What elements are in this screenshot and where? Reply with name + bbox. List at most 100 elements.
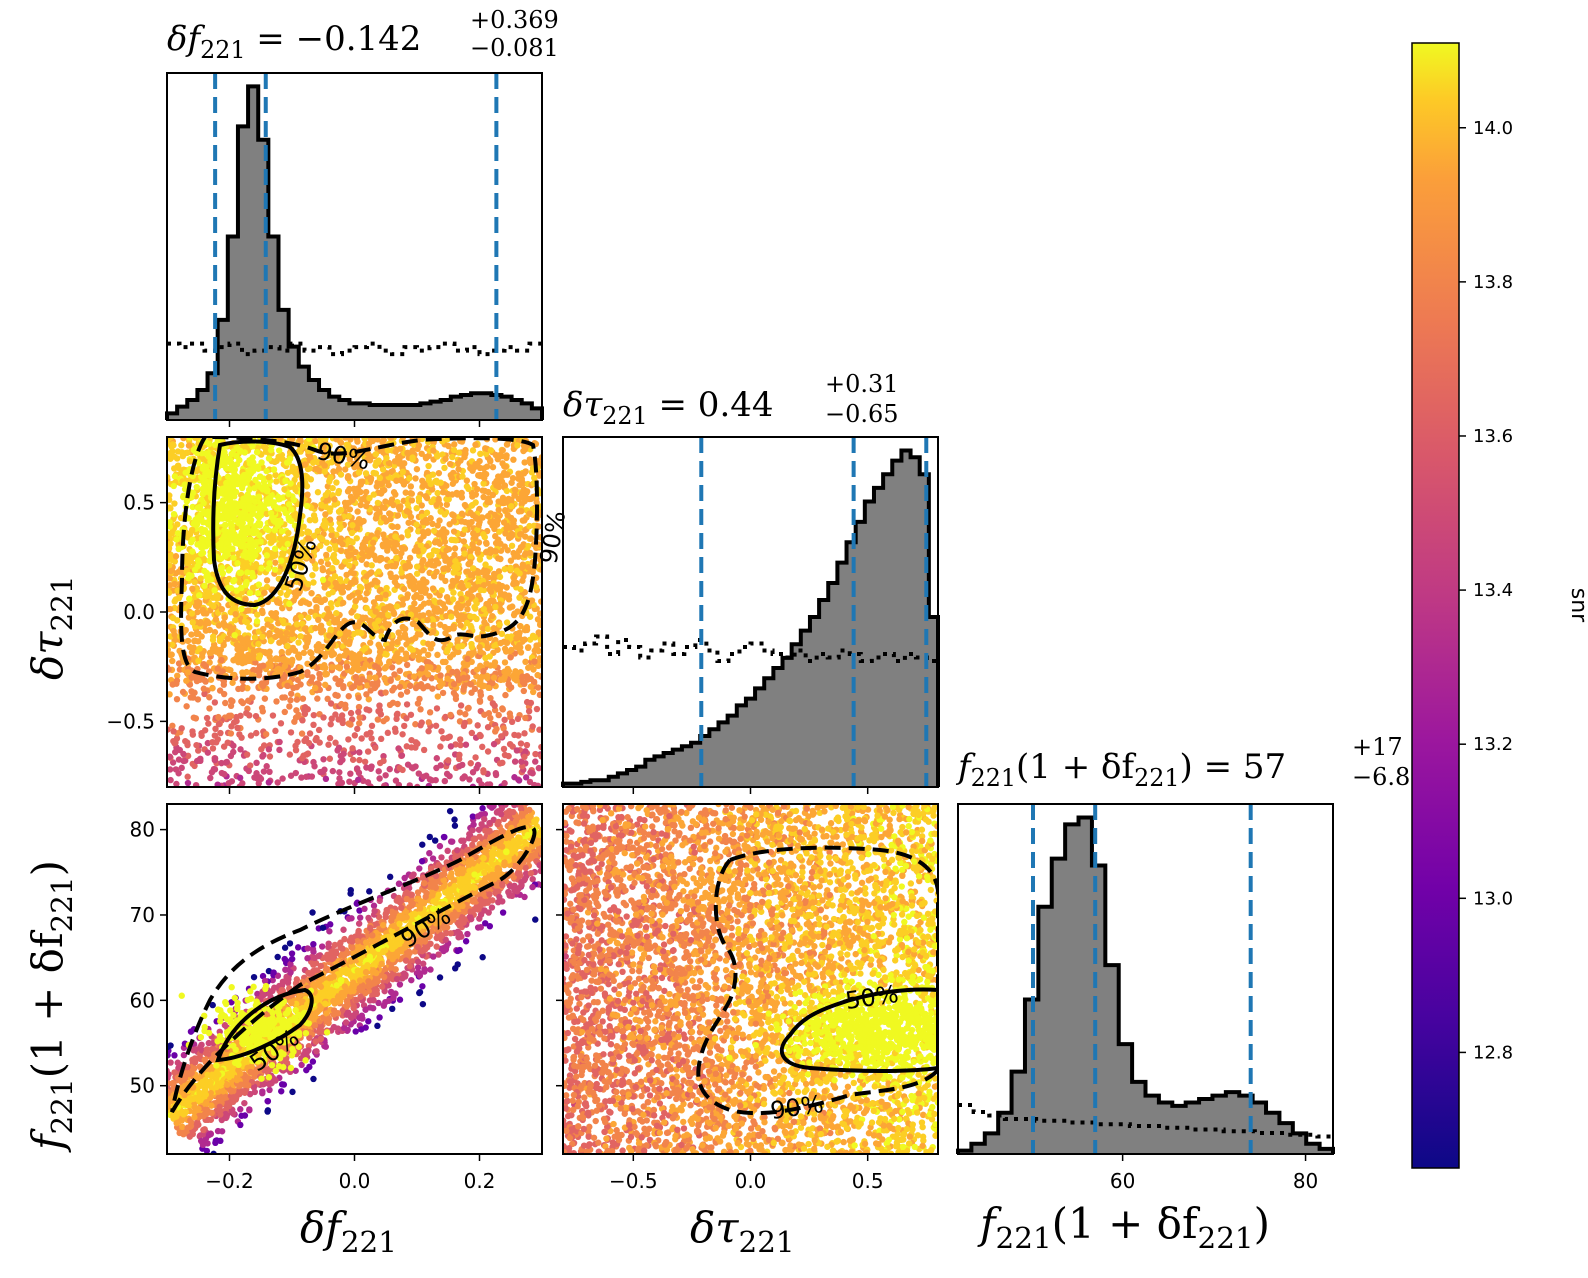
scatter-point xyxy=(532,750,539,758)
hist-dtau-bar xyxy=(645,759,655,787)
scatter-point xyxy=(487,597,494,605)
scatter-point xyxy=(209,684,216,692)
scatter-point xyxy=(195,747,202,754)
scatter-point xyxy=(309,459,317,466)
scatter-point xyxy=(453,604,460,611)
scatter-point xyxy=(206,533,213,540)
scatter-point xyxy=(437,530,444,538)
scatter-point xyxy=(235,658,242,666)
scatter-point xyxy=(244,569,251,576)
scatter-point xyxy=(253,759,260,767)
scatter-point xyxy=(267,637,275,645)
scatter-point xyxy=(214,515,221,523)
scatter-point xyxy=(272,471,279,479)
scatter-point xyxy=(188,494,195,501)
scatter-point xyxy=(508,633,515,640)
scatter-point xyxy=(535,764,542,772)
scatter-point xyxy=(333,558,340,566)
scatter-point xyxy=(211,441,219,449)
scatter-point xyxy=(372,556,380,563)
hist-f-bar xyxy=(1038,906,1053,1154)
scatter-point xyxy=(222,553,229,560)
hist-f-outline xyxy=(956,815,1335,1154)
hist-dtau-outline xyxy=(561,448,940,787)
scatter-point xyxy=(487,458,494,465)
scatter-point xyxy=(480,668,487,675)
scatter-point xyxy=(381,504,388,512)
scatter-point xyxy=(370,599,378,606)
scatter-point xyxy=(186,458,194,465)
scatter-point xyxy=(413,570,421,577)
scatter-point xyxy=(375,568,383,575)
scatter-point xyxy=(212,428,218,434)
scatter-point xyxy=(262,730,270,738)
scatter-point xyxy=(383,454,390,462)
scatter-point xyxy=(282,477,289,484)
scatter-point xyxy=(335,780,342,787)
scatter-point xyxy=(269,712,277,719)
scatter-point xyxy=(368,735,375,742)
scatter-point xyxy=(221,614,228,621)
scatter-point xyxy=(485,488,492,496)
scatter-point xyxy=(375,655,382,662)
scatter-point xyxy=(303,502,311,510)
scatter-point xyxy=(394,512,402,519)
scatter-point xyxy=(310,548,318,555)
scatter-point xyxy=(415,653,422,661)
scatter-point xyxy=(258,746,265,753)
scatter-point xyxy=(372,608,379,615)
scatter-point xyxy=(519,517,527,524)
scatter-point xyxy=(486,653,493,660)
scatter-point xyxy=(290,496,298,504)
scatter-point xyxy=(394,582,401,589)
scatter-point xyxy=(200,685,208,692)
hist-df-bar xyxy=(501,396,513,420)
scatter-point xyxy=(522,774,530,781)
scatter-point xyxy=(385,659,393,666)
scatter-point xyxy=(274,779,281,786)
panel-hist-dtau: δτ221 = 0.44 +0.31 −0.65 xyxy=(561,370,940,788)
scatter-point xyxy=(344,649,351,656)
scatter-point xyxy=(305,581,312,588)
scatter-point xyxy=(476,731,484,739)
scatter-point xyxy=(257,538,264,545)
scatter-point xyxy=(337,547,345,554)
scatter-point xyxy=(277,437,284,442)
scatter-point xyxy=(537,636,542,643)
scatter-point xyxy=(430,496,438,503)
scatter-point xyxy=(180,750,187,758)
scatter-point xyxy=(326,516,334,523)
scatter-point xyxy=(410,673,418,680)
scatter-point xyxy=(327,700,335,707)
scatter-point xyxy=(255,493,263,500)
scatter-point xyxy=(290,597,297,604)
scatter-point xyxy=(174,530,182,537)
scatter-point xyxy=(469,565,477,572)
scatter-point xyxy=(489,700,497,707)
scatter-point xyxy=(222,699,229,707)
scatter-point xyxy=(431,562,438,569)
scatter-point xyxy=(525,644,532,651)
scatter-point xyxy=(383,663,390,671)
scatter-point xyxy=(452,537,460,544)
scatter-point xyxy=(367,476,375,484)
scatter-point xyxy=(504,665,511,673)
scatter-point xyxy=(474,460,481,468)
scatter-point xyxy=(233,587,240,594)
scatter-point xyxy=(263,577,271,584)
scatter-point xyxy=(358,550,366,557)
hist-f-bar xyxy=(1185,1102,1200,1154)
scatter-point xyxy=(438,587,445,594)
scatter-point xyxy=(364,779,372,786)
scatter-point xyxy=(491,662,498,669)
scatter-point xyxy=(487,518,494,526)
scatter-point xyxy=(286,703,293,710)
scatter-point xyxy=(505,596,513,603)
scatter-point xyxy=(461,773,468,780)
scatter-point xyxy=(395,781,403,787)
panel-title-dtau: δτ221 = 0.44 +0.31 −0.65 xyxy=(563,370,899,430)
scatter-point xyxy=(387,677,394,684)
scatter-point xyxy=(406,682,414,689)
scatter-point xyxy=(284,642,291,650)
scatter-point xyxy=(312,596,319,604)
